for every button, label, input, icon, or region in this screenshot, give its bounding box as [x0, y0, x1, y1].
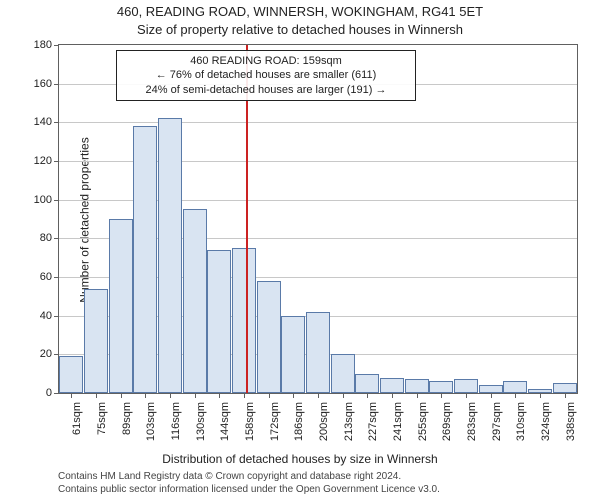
y-tick-label: 0 — [12, 387, 52, 399]
x-tick-mark — [441, 394, 442, 398]
x-tick-mark — [96, 394, 97, 398]
y-tick-mark — [54, 84, 58, 85]
histogram-bar — [257, 281, 281, 393]
x-tick-mark — [540, 394, 541, 398]
x-tick-label: 186sqm — [293, 402, 305, 452]
x-tick-mark — [343, 394, 344, 398]
x-tick-mark — [219, 394, 220, 398]
histogram-bar — [454, 379, 478, 393]
annotation-line-1: 460 READING ROAD: 159sqm — [123, 54, 409, 68]
x-axis-title: Distribution of detached houses by size … — [0, 452, 600, 466]
histogram-bar — [528, 389, 552, 393]
y-tick-mark — [54, 277, 58, 278]
x-tick-label: 158sqm — [244, 402, 256, 452]
footer-line-2: Contains public sector information licen… — [58, 484, 440, 497]
x-tick-label: 75sqm — [96, 402, 108, 452]
x-tick-label: 103sqm — [145, 402, 157, 452]
y-tick-mark — [54, 122, 58, 123]
histogram-bar — [479, 385, 503, 393]
x-tick-mark — [515, 394, 516, 398]
y-tick-label: 20 — [12, 348, 52, 360]
y-tick-mark — [54, 161, 58, 162]
y-tick-mark — [54, 200, 58, 201]
x-tick-label: 255sqm — [417, 402, 429, 452]
x-tick-mark — [318, 394, 319, 398]
annotation-box: 460 READING ROAD: 159sqm ← 76% of detach… — [116, 50, 416, 101]
x-tick-label: 227sqm — [367, 402, 379, 452]
y-tick-mark — [54, 238, 58, 239]
x-tick-mark — [269, 394, 270, 398]
histogram-bar — [59, 356, 83, 393]
histogram-bar — [183, 209, 207, 393]
x-tick-mark — [170, 394, 171, 398]
x-tick-mark — [145, 394, 146, 398]
y-tick-label: 60 — [12, 271, 52, 283]
x-tick-mark — [491, 394, 492, 398]
x-tick-label: 283sqm — [466, 402, 478, 452]
x-tick-label: 324sqm — [540, 402, 552, 452]
x-tick-label: 200sqm — [318, 402, 330, 452]
histogram-bar — [133, 126, 157, 393]
x-tick-label: 310sqm — [515, 402, 527, 452]
y-tick-label: 100 — [12, 194, 52, 206]
y-tick-mark — [54, 45, 58, 46]
histogram-bar — [503, 381, 527, 393]
y-tick-mark — [54, 316, 58, 317]
x-tick-label: 116sqm — [170, 402, 182, 452]
chart-container: 460, READING ROAD, WINNERSH, WOKINGHAM, … — [0, 0, 600, 500]
histogram-bar — [331, 354, 355, 393]
histogram-bar — [109, 219, 133, 393]
x-tick-mark — [367, 394, 368, 398]
x-tick-label: 338sqm — [565, 402, 577, 452]
y-tick-label: 140 — [12, 116, 52, 128]
histogram-bar — [158, 118, 182, 393]
histogram-bar — [232, 248, 256, 393]
x-tick-mark — [121, 394, 122, 398]
x-tick-label: 172sqm — [269, 402, 281, 452]
title-line-2: Size of property relative to detached ho… — [0, 22, 600, 37]
annotation-line-3: 24% of semi-detached houses are larger (… — [123, 83, 409, 97]
histogram-bar — [207, 250, 231, 393]
y-tick-label: 160 — [12, 78, 52, 90]
histogram-bar — [429, 381, 453, 393]
x-tick-label: 89sqm — [121, 402, 133, 452]
x-tick-mark — [293, 394, 294, 398]
footer: Contains HM Land Registry data © Crown c… — [58, 471, 440, 496]
x-tick-label: 213sqm — [343, 402, 355, 452]
histogram-bar — [355, 374, 379, 393]
x-tick-mark — [565, 394, 566, 398]
x-tick-label: 130sqm — [195, 402, 207, 452]
histogram-bar — [306, 312, 330, 393]
y-tick-mark — [54, 354, 58, 355]
y-tick-mark — [54, 393, 58, 394]
footer-line-1: Contains HM Land Registry data © Crown c… — [58, 471, 440, 484]
x-tick-mark — [417, 394, 418, 398]
x-tick-mark — [392, 394, 393, 398]
x-tick-label: 269sqm — [441, 402, 453, 452]
x-tick-label: 241sqm — [392, 402, 404, 452]
histogram-bar — [380, 378, 404, 393]
y-tick-label: 80 — [12, 232, 52, 244]
annotation-line-2: ← 76% of detached houses are smaller (61… — [123, 68, 409, 82]
y-tick-label: 120 — [12, 155, 52, 167]
y-tick-label: 180 — [12, 39, 52, 51]
histogram-bar — [553, 383, 577, 393]
x-tick-mark — [71, 394, 72, 398]
gridline — [59, 122, 577, 123]
title-line-1: 460, READING ROAD, WINNERSH, WOKINGHAM, … — [0, 4, 600, 19]
histogram-bar — [405, 379, 429, 393]
x-tick-mark — [195, 394, 196, 398]
histogram-bar — [281, 316, 305, 393]
histogram-bar — [84, 289, 108, 393]
y-tick-label: 40 — [12, 310, 52, 322]
x-tick-label: 61sqm — [71, 402, 83, 452]
x-tick-mark — [466, 394, 467, 398]
x-tick-label: 297sqm — [491, 402, 503, 452]
x-tick-label: 144sqm — [219, 402, 231, 452]
x-tick-mark — [244, 394, 245, 398]
